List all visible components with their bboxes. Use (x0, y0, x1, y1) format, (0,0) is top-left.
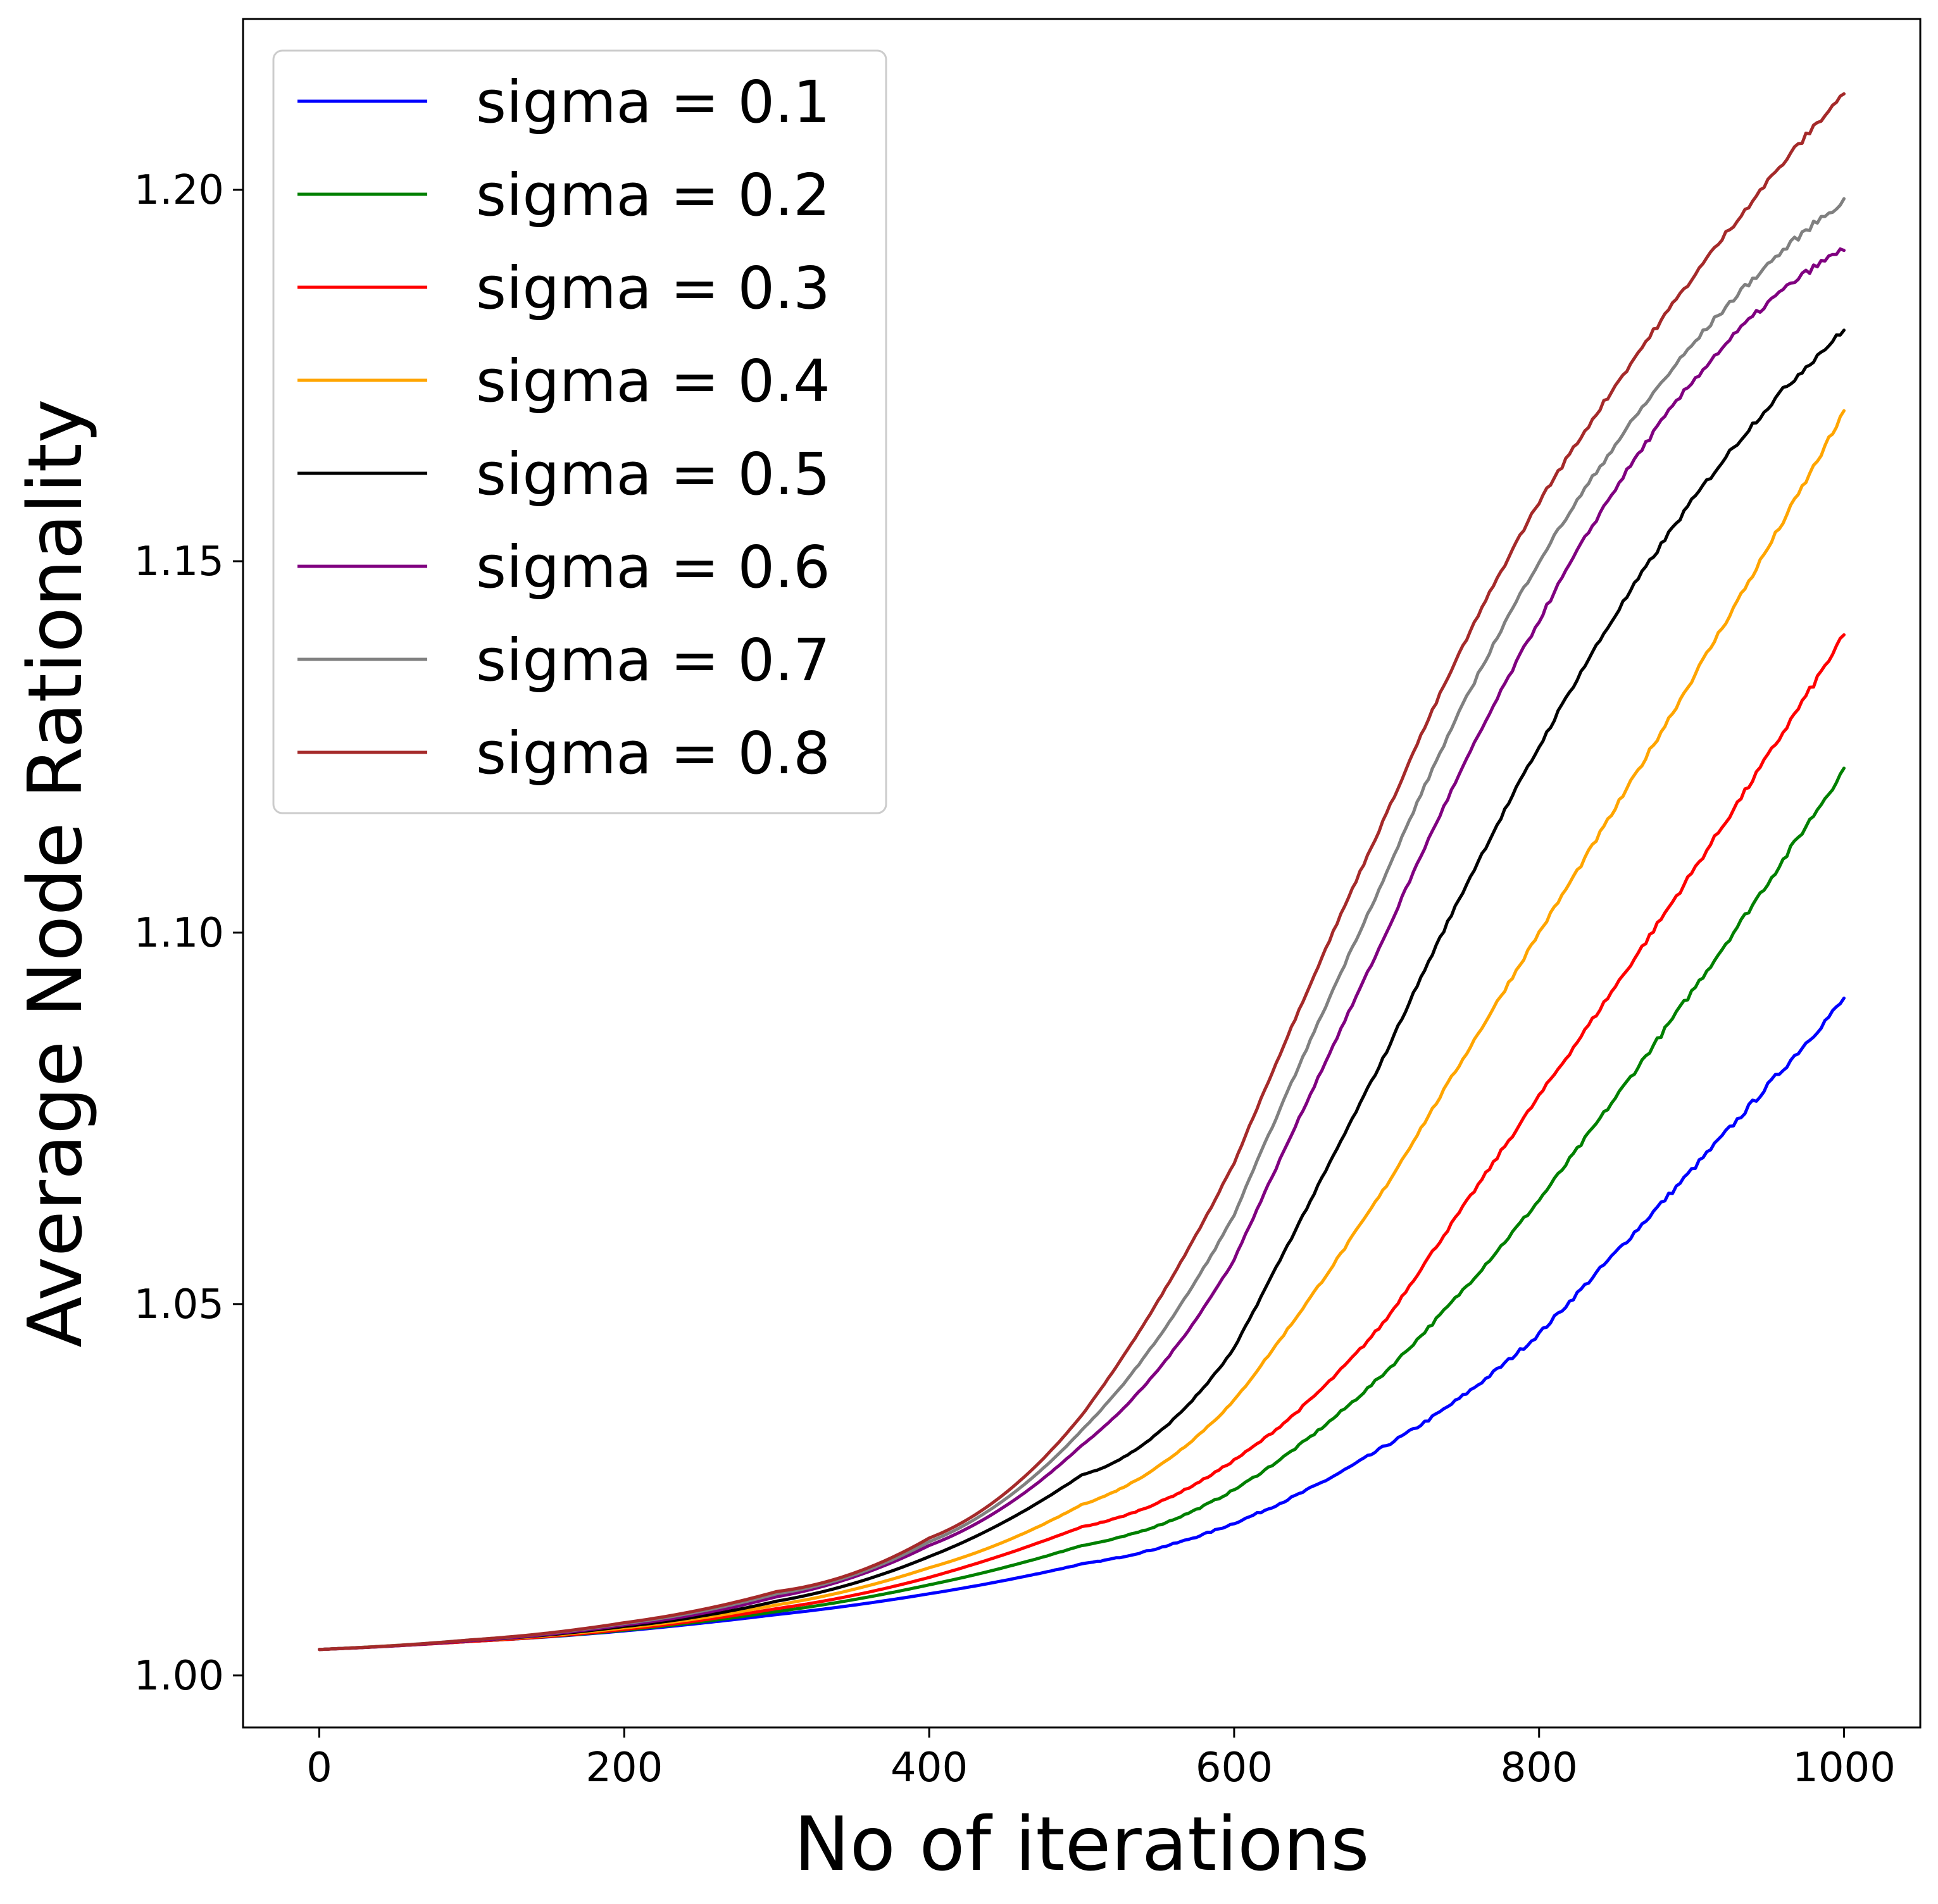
x-tick-label: 0 (306, 1745, 332, 1791)
x-axis-ticks: 0 200 400 600 800 1000 (306, 1727, 1896, 1791)
legend-label-4: sigma = 0.4 (476, 347, 830, 415)
x-tick-label: 800 (1501, 1745, 1578, 1791)
y-tick-label: 1.20 (134, 167, 225, 214)
x-tick-label: 600 (1196, 1745, 1273, 1791)
y-tick-label: 1.00 (134, 1653, 225, 1700)
y-tick-label: 1.15 (134, 538, 225, 585)
y-axis-ticks: 1.00 1.05 1.10 1.15 1.20 (134, 167, 243, 1700)
legend-label-5: sigma = 0.5 (476, 440, 830, 508)
y-tick-label: 1.10 (134, 910, 225, 957)
x-axis-title: No of iterations (794, 1800, 1369, 1888)
x-tick-label: 1000 (1792, 1745, 1896, 1791)
legend-label-7: sigma = 0.7 (476, 626, 830, 694)
legend-label-6: sigma = 0.6 (476, 533, 830, 601)
y-axis-title: Average Node Rationality (11, 399, 99, 1347)
legend-label-3: sigma = 0.3 (476, 254, 830, 322)
legend-items: sigma = 0.1 sigma = 0.2 sigma = 0.3 sigma =… (297, 68, 830, 787)
x-tick-label: 400 (891, 1745, 968, 1791)
series-layer (318, 92, 1846, 1652)
x-tick-label: 200 (585, 1745, 663, 1791)
legend-frame (272, 49, 887, 814)
series-line-8 (318, 92, 1846, 1652)
legend: sigma = 0.1 sigma = 0.2 sigma = 0.3 sigma =… (272, 49, 887, 814)
plot-frame (242, 18, 1922, 1729)
legend-label-1: sigma = 0.1 (476, 68, 830, 136)
legend-label-2: sigma = 0.2 (476, 161, 830, 229)
legend-label-8: sigma = 0.8 (476, 719, 830, 787)
y-tick-label: 1.05 (134, 1281, 225, 1328)
